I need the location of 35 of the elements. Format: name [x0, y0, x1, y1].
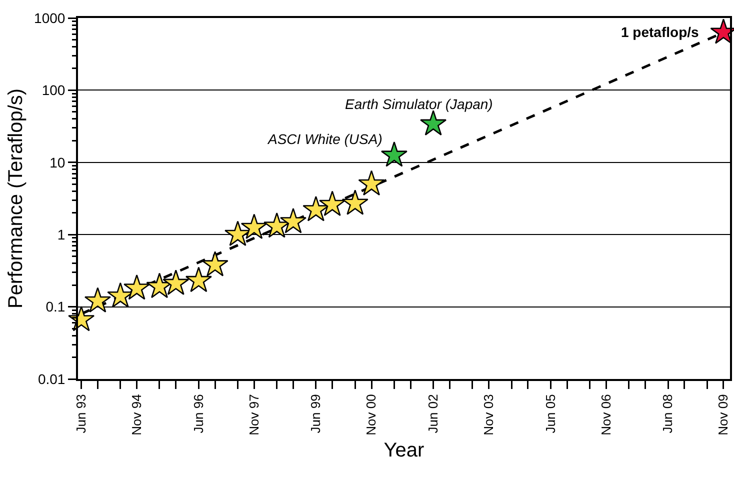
y-axis-title: Performance (Teraflop/s) — [5, 88, 28, 309]
point — [185, 266, 212, 292]
point — [342, 190, 368, 215]
point — [358, 170, 385, 196]
x-tick-label: Jun 08 — [660, 394, 676, 434]
y-tick-label: 10 — [50, 154, 66, 170]
point — [240, 214, 268, 240]
y-tick-label: 1 — [57, 226, 66, 242]
x-tick-label: Nov 09 — [716, 394, 731, 436]
annotation: Earth Simulator (Japan) — [345, 96, 493, 112]
annotation: ASCI White (USA) — [267, 131, 382, 147]
point — [280, 208, 307, 234]
y-tick-label: 100 — [42, 82, 66, 98]
point — [420, 110, 447, 136]
x-tick-label: Nov 94 — [129, 394, 144, 436]
point — [202, 250, 228, 276]
x-tick-label: Nov 03 — [480, 394, 496, 436]
y-tick-label: 1000 — [34, 10, 66, 26]
x-tick-label: Jun 93 — [74, 394, 89, 434]
x-tick-label: Nov 00 — [364, 394, 379, 436]
x-tick-label: Jun 96 — [190, 394, 206, 434]
y-tick-label: 0.1 — [46, 298, 66, 315]
point — [84, 287, 111, 312]
point — [123, 274, 150, 300]
x-tick-label: Jun 02 — [426, 394, 441, 434]
x-tick-label: Jun 05 — [542, 394, 558, 434]
point — [319, 190, 346, 216]
x-tick-label: Nov 97 — [246, 394, 262, 436]
x-tick-label: Nov 06 — [598, 394, 614, 436]
annotation: 1 petaflop/s — [621, 24, 700, 40]
point — [162, 270, 190, 295]
x-axis-title: Year — [384, 439, 425, 462]
x-tick-label: Jun 99 — [308, 394, 324, 434]
y-tick-label: 0.01 — [38, 370, 66, 387]
point — [380, 141, 408, 167]
